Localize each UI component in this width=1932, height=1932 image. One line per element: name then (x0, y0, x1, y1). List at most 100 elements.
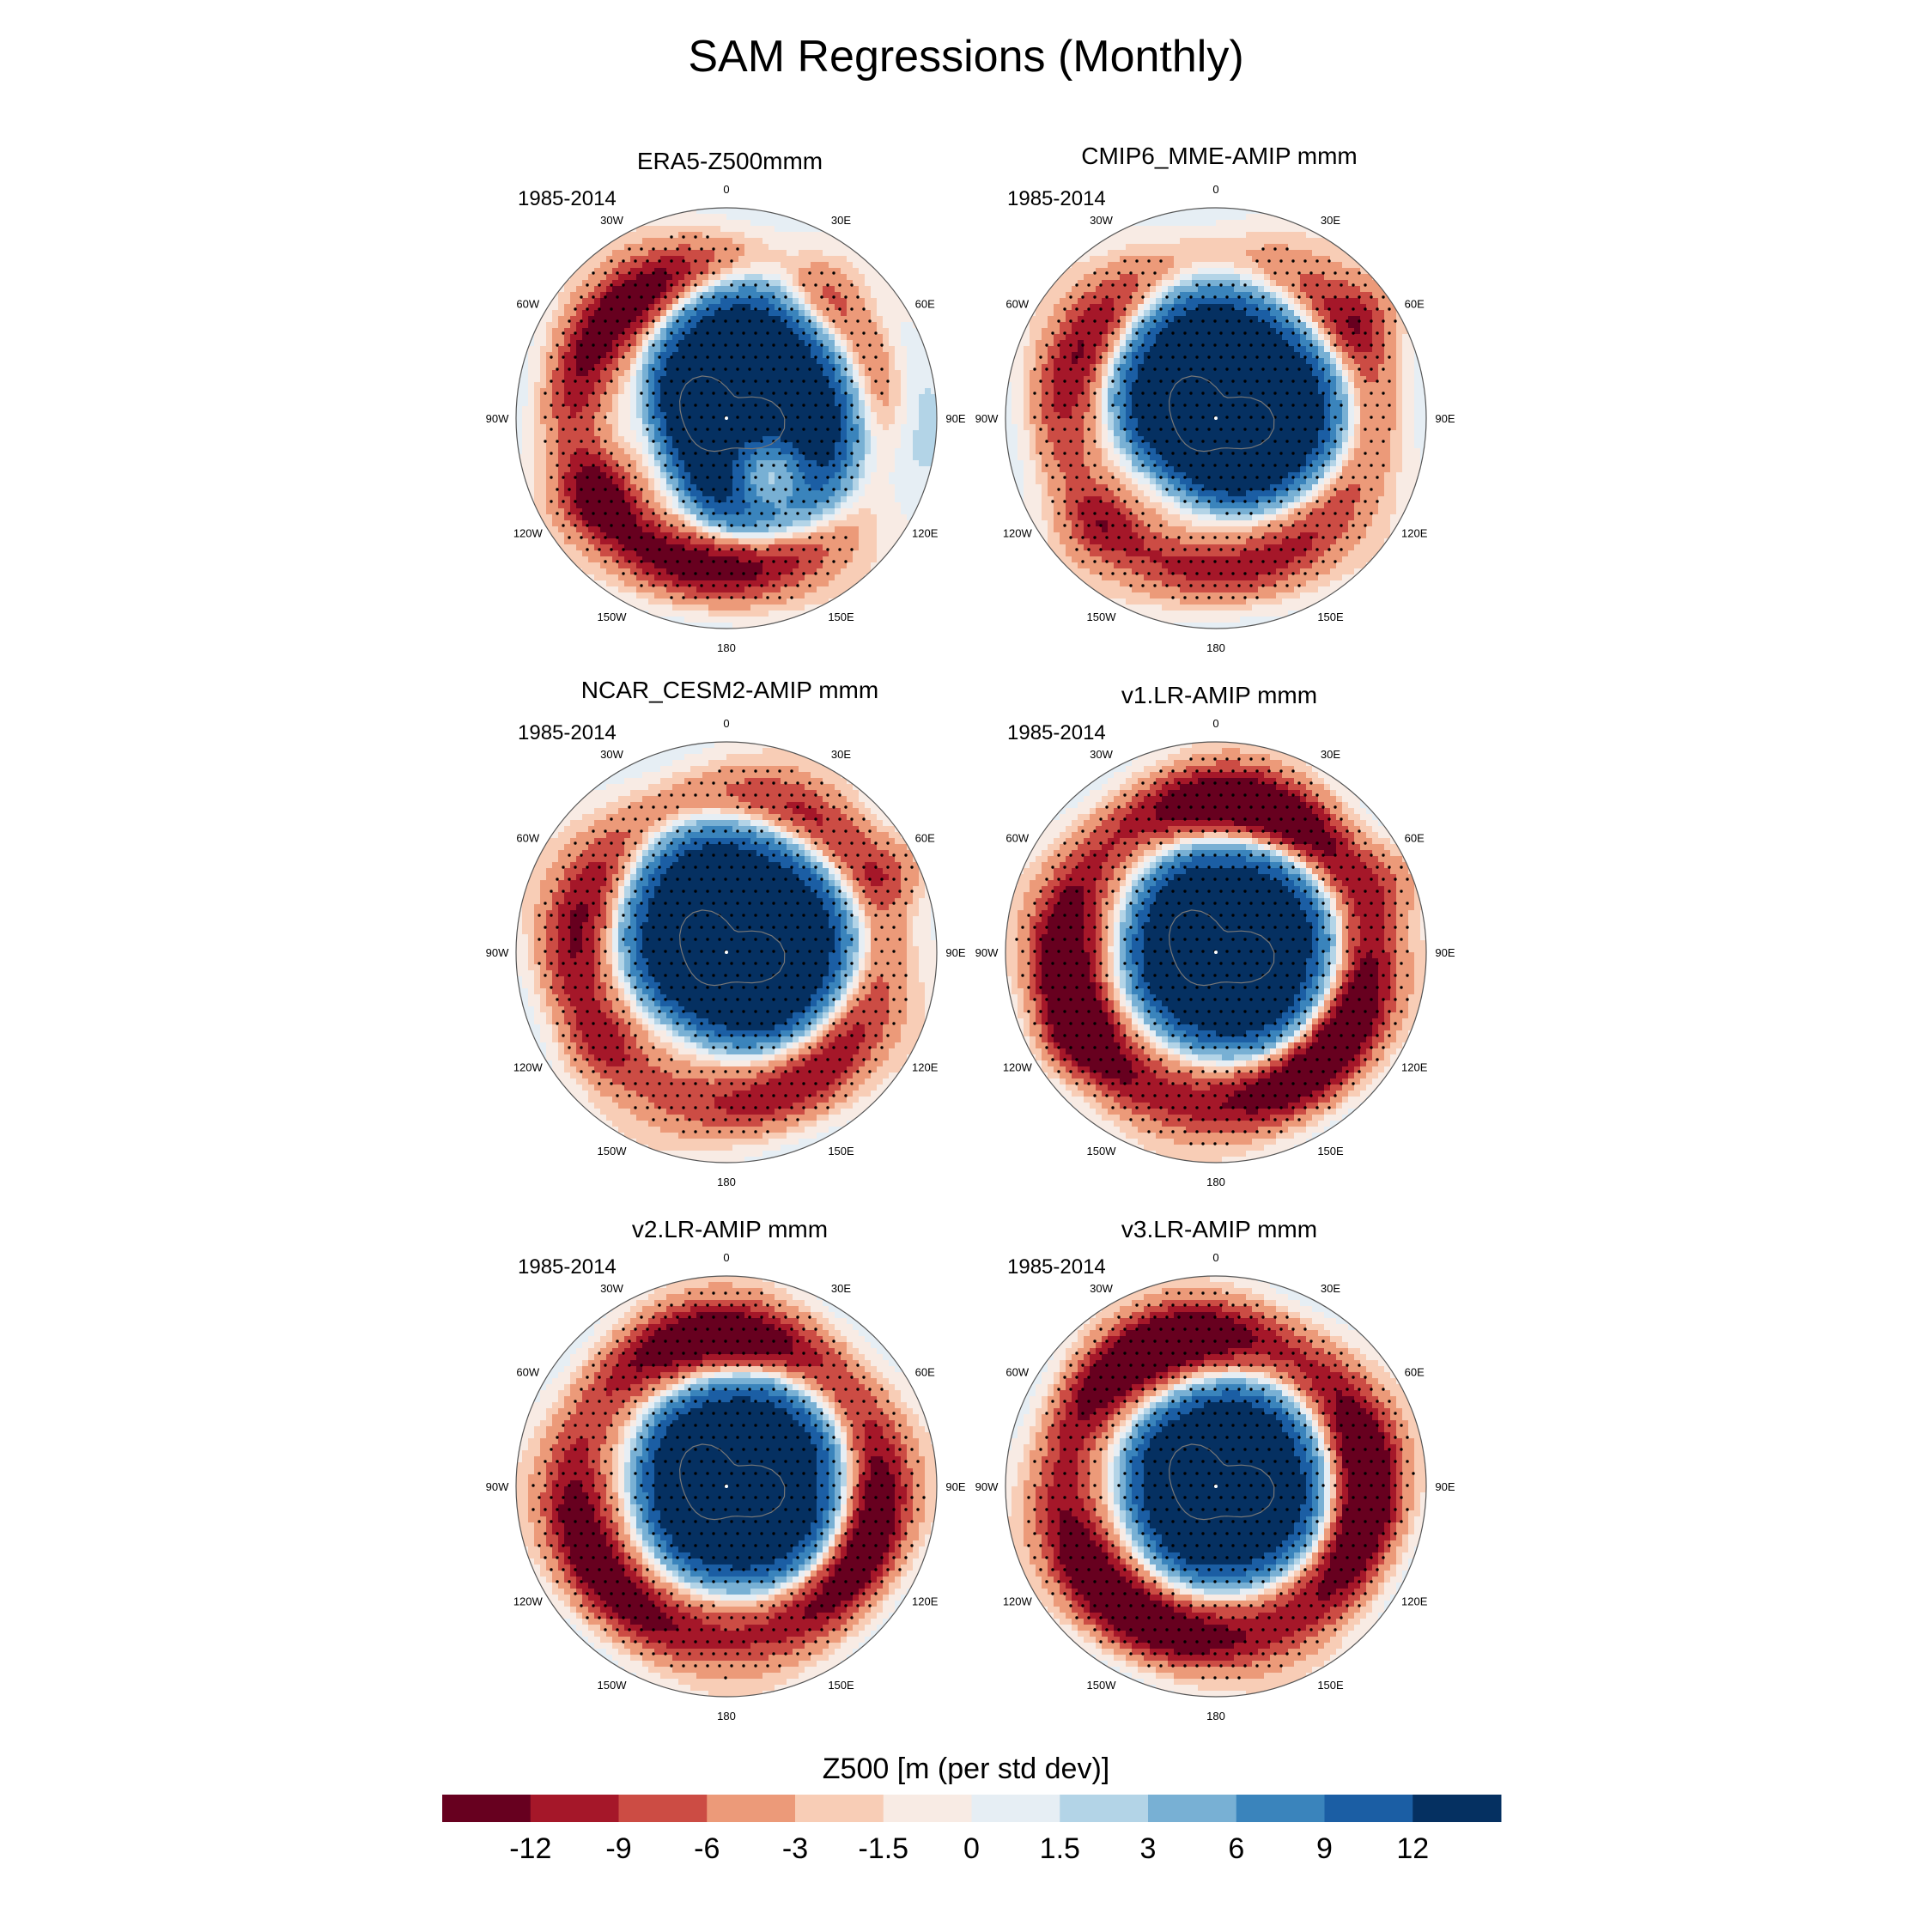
longitude-label: 60E (915, 832, 935, 845)
longitude-label: 150W (1087, 1145, 1117, 1157)
colorbar-tick-label: 9 (1316, 1832, 1333, 1865)
panel-period: 1985-2014 (518, 721, 617, 745)
longitude-label: 180 (717, 1710, 736, 1722)
longitude-label: 60E (1405, 1366, 1425, 1379)
panel-period: 1985-2014 (1007, 721, 1106, 745)
longitude-label: 60E (915, 1366, 935, 1379)
colorbar-title: Z500 [m (per std dev)] (0, 1752, 1932, 1786)
colorbar-swatch (971, 1795, 1060, 1822)
longitude-label: 90E (945, 1480, 965, 1493)
longitude-label: 180 (717, 1176, 736, 1188)
panel-period: 1985-2014 (518, 1255, 617, 1279)
colorbar-swatch (1060, 1795, 1149, 1822)
longitude-label: 90W (486, 412, 509, 425)
longitude-label: 150E (1317, 1145, 1344, 1157)
longitude-label: 180 (1206, 641, 1225, 654)
colorbar: -12 -9 -6 -3 -1.5 0 1.5 3 6 9 12 (442, 1795, 1502, 1865)
longitude-label: 30W (1090, 748, 1113, 761)
panel-period: 1985-2014 (1007, 1255, 1106, 1279)
colorbar-swatch (530, 1795, 619, 1822)
longitude-label: 150E (828, 1679, 854, 1692)
longitude-label: 120E (1401, 527, 1428, 540)
longitude-label: 120W (513, 1595, 544, 1608)
colorbar-swatch (795, 1795, 884, 1822)
longitude-label: 150W (598, 611, 628, 623)
longitude-label: 150E (828, 1145, 854, 1157)
longitude-label: 120W (513, 1061, 544, 1074)
longitude-label: 150W (1087, 611, 1117, 623)
longitude-label: 90E (1435, 412, 1455, 425)
longitude-label: 120E (912, 1061, 939, 1074)
longitude-label: 90E (945, 412, 965, 425)
longitude-label: 30W (600, 214, 623, 227)
longitude-label: 60W (1005, 1366, 1029, 1379)
longitude-label: 120E (1401, 1595, 1428, 1608)
colorbar-tick-label: -3 (782, 1832, 808, 1865)
colorbar-tick-label: -6 (694, 1832, 720, 1865)
colorbar-tick-label: 0 (963, 1832, 980, 1865)
colorbar-swatch (707, 1795, 796, 1822)
longitude-label: 30E (1321, 748, 1340, 761)
longitude-label: 30W (1090, 214, 1113, 227)
longitude-label: 0 (1212, 183, 1218, 196)
longitude-label: 90W (486, 1480, 509, 1493)
longitude-label: 150E (828, 611, 854, 623)
colorbar-swatch (1148, 1795, 1237, 1822)
longitude-label: 90W (486, 946, 509, 959)
longitude-label: 0 (723, 1251, 729, 1264)
longitude-label: 120W (1003, 1595, 1033, 1608)
polar-map: 0 30E 60E 90E 120E 150E 180 150W 120W 90W 60W 30W (486, 1251, 966, 1722)
longitude-label: 30E (1321, 214, 1340, 227)
panel-title: NCAR_CESM2-AMIP mmm (489, 677, 970, 704)
colorbar-swatch (1236, 1795, 1325, 1822)
longitude-label: 90E (1435, 946, 1455, 959)
longitude-label: 60E (915, 298, 935, 311)
longitude-label: 0 (723, 717, 729, 730)
longitude-label: 150E (1317, 611, 1344, 623)
longitude-label: 180 (1206, 1176, 1225, 1188)
longitude-label: 90E (1435, 1480, 1455, 1493)
longitude-label: 60W (1005, 832, 1029, 845)
polar-map: 0 30E 60E 90E 120E 150E 180 150W 120W 90W 60W 30W (975, 717, 1455, 1188)
longitude-label: 0 (723, 183, 729, 196)
panel-title: v2.LR-AMIP mmm (489, 1216, 970, 1243)
colorbar-swatch (1324, 1795, 1413, 1822)
longitude-label: 150E (1317, 1679, 1344, 1692)
panel-title: CMIP6_MME-AMIP mmm (979, 143, 1460, 170)
colorbar-swatch (442, 1795, 532, 1822)
longitude-label: 30W (1090, 1282, 1113, 1295)
longitude-label: 0 (1212, 717, 1218, 730)
polar-map: 0 30E 60E 90E 120E 150E 180 150W 120W 90W 60W 30W (486, 183, 966, 654)
colorbar-swatch (883, 1795, 972, 1822)
figure-title: SAM Regressions (Monthly) (0, 31, 1932, 82)
longitude-label: 30W (600, 748, 623, 761)
longitude-label: 120E (1401, 1061, 1428, 1074)
longitude-label: 150W (598, 1679, 628, 1692)
longitude-label: 60W (516, 298, 539, 311)
longitude-label: 30W (600, 1282, 623, 1295)
longitude-label: 30E (1321, 1282, 1340, 1295)
panel-period: 1985-2014 (1007, 187, 1106, 211)
polar-map: 0 30E 60E 90E 120E 150E 180 150W 120W 90W 60W 30W (975, 1251, 1455, 1722)
colorbar-swatch (1413, 1795, 1502, 1822)
longitude-label: 150W (598, 1145, 628, 1157)
longitude-label: 60W (516, 832, 539, 845)
colorbar-tick-label: -12 (509, 1832, 551, 1865)
longitude-label: 180 (1206, 1710, 1225, 1722)
longitude-label: 30E (831, 748, 851, 761)
longitude-label: 30E (831, 1282, 851, 1295)
longitude-label: 120E (912, 1595, 939, 1608)
polar-map: 0 30E 60E 90E 120E 150E 180 150W 120W 90W 60W 30W (486, 717, 966, 1188)
longitude-label: 60E (1405, 832, 1425, 845)
longitude-label: 180 (717, 641, 736, 654)
longitude-label: 30E (831, 214, 851, 227)
polar-map: 0 30E 60E 90E 120E 150E 180 150W 120W 90W 60W 30W (975, 183, 1455, 654)
longitude-label: 150W (1087, 1679, 1117, 1692)
colorbar-tick-label: -1.5 (859, 1832, 909, 1865)
longitude-label: 120E (912, 527, 939, 540)
colorbar-swatch (618, 1795, 708, 1822)
longitude-label: 60W (1005, 298, 1029, 311)
longitude-label: 60W (516, 1366, 539, 1379)
longitude-label: 120W (513, 527, 544, 540)
panel-period: 1985-2014 (518, 187, 617, 211)
